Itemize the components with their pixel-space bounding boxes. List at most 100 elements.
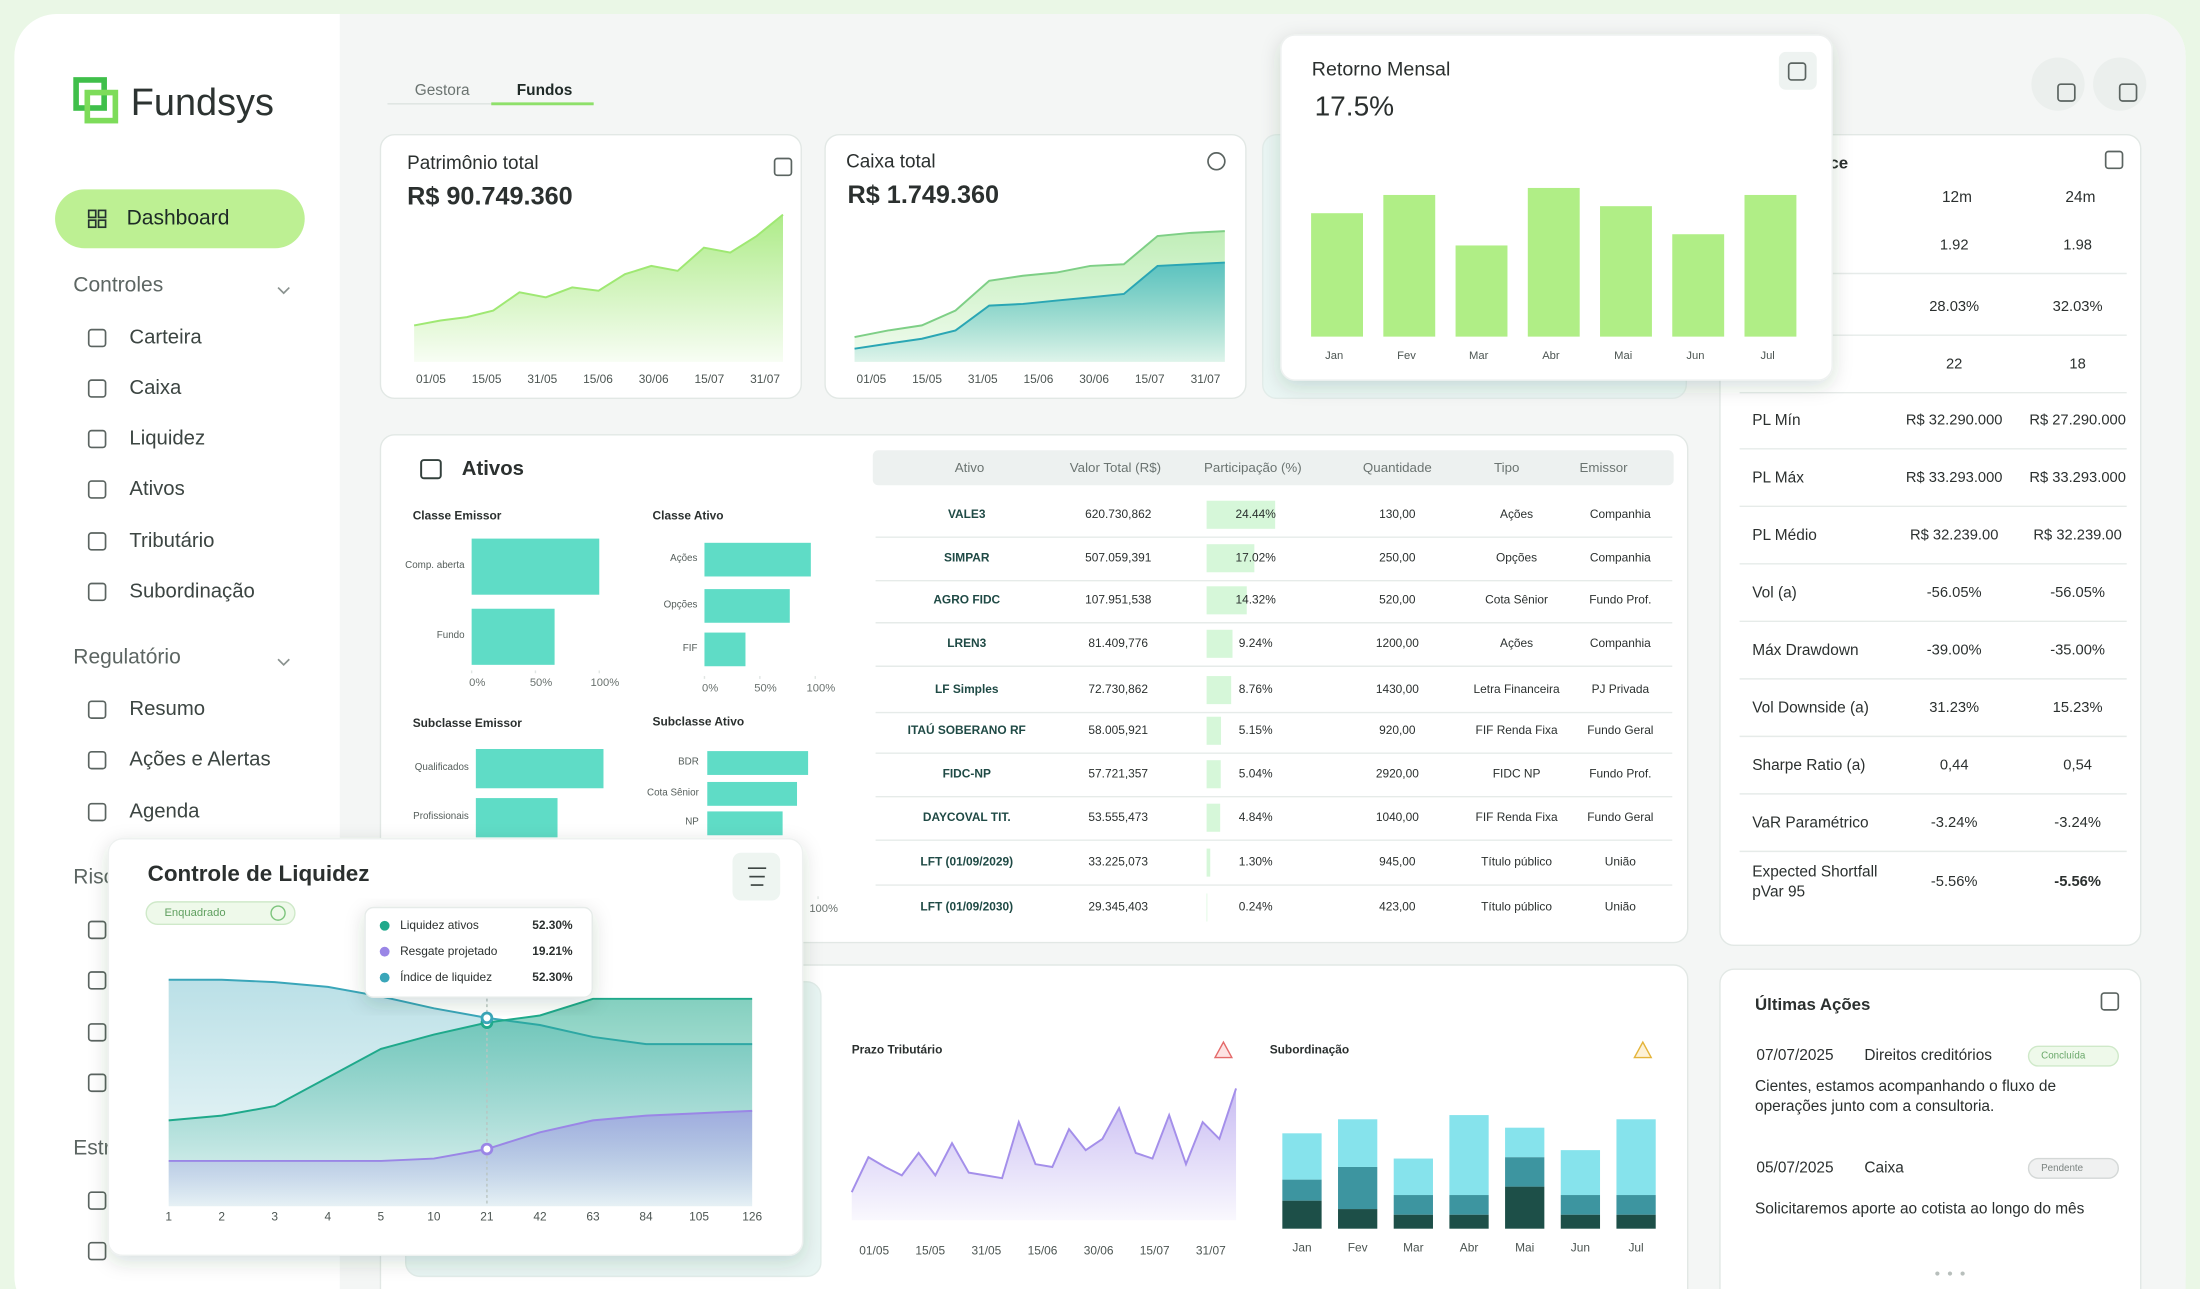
participation-bar bbox=[1206, 760, 1221, 789]
bar bbox=[704, 589, 790, 623]
text-box: Vol Downside (a) bbox=[1752, 700, 1869, 717]
cell: 2920,00 bbox=[1376, 766, 1419, 780]
row-label: PL Mín bbox=[1752, 412, 1801, 429]
x-tick-label: 15/05 bbox=[915, 1243, 945, 1257]
x-tick-label: 2 bbox=[218, 1210, 225, 1224]
cell: 15.23% bbox=[2053, 700, 2103, 716]
cell: AGRO FIDC bbox=[933, 592, 1000, 606]
x-tick-label: 4 bbox=[324, 1210, 331, 1224]
hover-dot bbox=[480, 1142, 494, 1156]
x-tick-label: Jul bbox=[1760, 350, 1774, 362]
nav-item[interactable]: Ativos bbox=[129, 478, 184, 500]
cell: 24.44% bbox=[1235, 507, 1276, 521]
line bbox=[854, 230, 1225, 339]
bar-segment bbox=[1449, 1214, 1489, 1229]
y-tick-label: Qualificados bbox=[414, 763, 469, 774]
icon bbox=[97, 209, 107, 219]
warning-icon bbox=[1213, 1040, 1234, 1059]
bar-segment bbox=[1505, 1157, 1545, 1187]
nav-item[interactable]: Liquidez bbox=[129, 427, 205, 449]
text-box: PL Médio bbox=[1752, 527, 1817, 544]
cell: 423,00 bbox=[1379, 900, 1416, 914]
label: Caixa total bbox=[846, 152, 935, 173]
cell: 620.730,862 bbox=[1085, 507, 1152, 521]
icon bbox=[87, 802, 107, 822]
icon bbox=[87, 328, 107, 348]
nav-item[interactable]: Tributário bbox=[129, 530, 214, 552]
bar-segment bbox=[1560, 1150, 1601, 1196]
chevron bbox=[277, 658, 290, 667]
legend-dot bbox=[379, 920, 390, 931]
icon bbox=[773, 157, 793, 177]
x-tick-label: Mar bbox=[1469, 350, 1489, 362]
cell: DAYCOVAL TIT. bbox=[923, 810, 1011, 824]
cell: Letra Financeira bbox=[1474, 682, 1560, 696]
bar bbox=[704, 542, 811, 577]
cell: União bbox=[1605, 900, 1636, 914]
cell: 520,00 bbox=[1379, 592, 1416, 606]
nav-item[interactable]: Subordinação bbox=[129, 580, 254, 602]
x-tick-label: 0% bbox=[469, 677, 485, 689]
cell: 130,00 bbox=[1379, 507, 1416, 521]
nav-item[interactable]: Caixa bbox=[129, 377, 182, 399]
text-box: NP bbox=[685, 818, 699, 828]
tab[interactable]: Gestora bbox=[415, 82, 470, 99]
bar-segment bbox=[1282, 1133, 1322, 1180]
bar bbox=[1383, 194, 1436, 337]
icon bbox=[87, 1073, 107, 1093]
nav-active bbox=[55, 189, 305, 249]
x-tick-label: 3 bbox=[271, 1210, 278, 1224]
bar-segment bbox=[1449, 1195, 1489, 1215]
x-tick-label: 31/05 bbox=[527, 372, 557, 386]
bar-segment bbox=[1282, 1179, 1322, 1201]
icon bbox=[87, 1191, 107, 1210]
bar-segment bbox=[1616, 1195, 1656, 1215]
brand: Fundsys bbox=[131, 82, 274, 124]
text-box: Sharpe Ratio (a) bbox=[1752, 757, 1866, 775]
user-button[interactable] bbox=[2093, 57, 2147, 111]
nav-item[interactable]: Agenda bbox=[129, 800, 200, 822]
cell: R$ 33.293.000 bbox=[1906, 470, 2003, 486]
label: Últimas Ações bbox=[1755, 995, 1870, 1014]
x-tick-label: 30/06 bbox=[639, 372, 669, 386]
icon bbox=[87, 209, 97, 219]
nav-item[interactable]: Carteira bbox=[129, 326, 202, 348]
cell: PJ Privada bbox=[1592, 682, 1650, 696]
legend-dot bbox=[379, 946, 390, 957]
x-tick-label: 10 bbox=[427, 1210, 441, 1224]
nav-item: Dashboard bbox=[127, 206, 230, 229]
x-tick-label: 0% bbox=[702, 683, 718, 695]
x-tick-label: 30/06 bbox=[1079, 372, 1109, 386]
row-label: Sharpe Ratio (a) bbox=[1752, 757, 1866, 775]
cell: 57.721,357 bbox=[1088, 766, 1148, 780]
bar bbox=[475, 798, 558, 838]
mail-button[interactable] bbox=[2031, 57, 2085, 111]
cell: Título público bbox=[1481, 900, 1552, 914]
table-header bbox=[872, 450, 1674, 486]
bar bbox=[1744, 194, 1797, 337]
icon bbox=[87, 750, 107, 770]
tab[interactable]: Fundos bbox=[517, 82, 573, 99]
cell: 32.03% bbox=[2053, 299, 2103, 315]
cell: 1.98 bbox=[2063, 237, 2092, 253]
icon bbox=[2118, 83, 2138, 102]
cell: R$ 32.239.00 bbox=[2033, 528, 2121, 544]
tooltip-value: 52.30% bbox=[532, 970, 573, 984]
nav-item[interactable]: Ações e Alertas bbox=[129, 749, 270, 771]
cell: -3.24% bbox=[1931, 815, 1978, 831]
cell: 5.15% bbox=[1239, 723, 1273, 737]
chart-title: Subordinação bbox=[1270, 1043, 1349, 1057]
x-tick-label: 63 bbox=[586, 1210, 600, 1224]
nav-item[interactable]: Resumo bbox=[129, 698, 205, 720]
logo-square bbox=[84, 89, 119, 124]
row-label: Máx Drawdown bbox=[1752, 642, 1859, 660]
cell: 920,00 bbox=[1379, 723, 1416, 737]
cell: 1.30% bbox=[1239, 855, 1273, 869]
text-box: Expected Shortfall pVar 95 bbox=[1752, 864, 1877, 901]
x-tick-label: 01/05 bbox=[416, 372, 446, 386]
cell: 72.730,862 bbox=[1088, 682, 1148, 696]
x-tick-label: 30/06 bbox=[1084, 1243, 1114, 1257]
x-tick-label: Jul bbox=[1628, 1240, 1643, 1254]
bar-segment bbox=[1560, 1214, 1601, 1229]
cell: 8.76% bbox=[1239, 682, 1273, 696]
